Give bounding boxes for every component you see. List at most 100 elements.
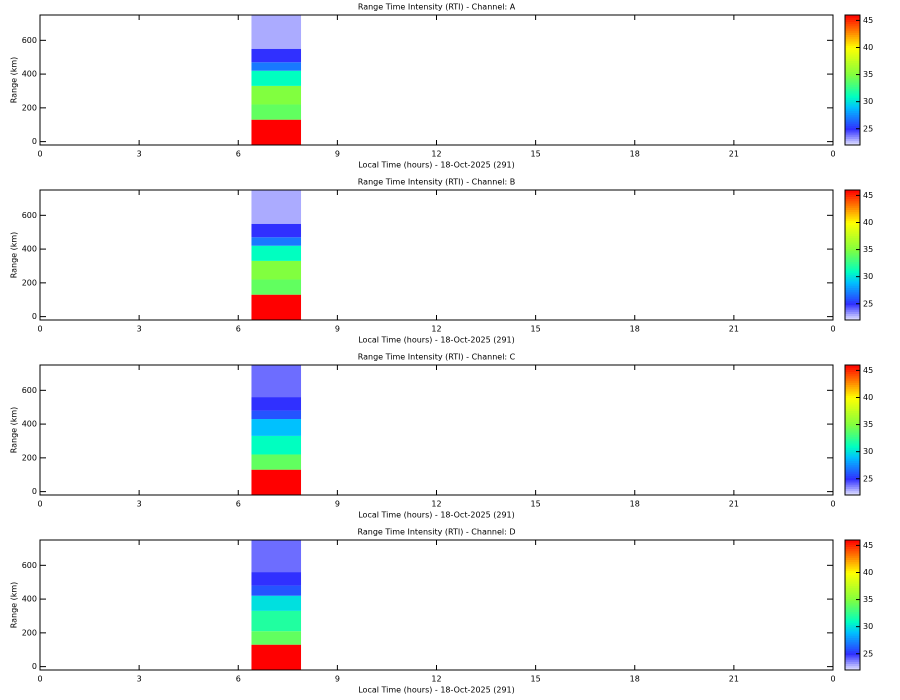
y-axis-label: Range (km) (10, 57, 19, 104)
colorbar-segment (845, 384, 860, 388)
colorbar-segment (845, 121, 860, 124)
colorbar-segment (845, 285, 860, 288)
colorbar-segment (845, 313, 860, 317)
colorbar-segment (845, 406, 860, 409)
colorbar-segment (845, 624, 860, 628)
colorbar-segment (845, 274, 860, 278)
colorbar-segment (845, 45, 860, 48)
colorbar-segment (845, 276, 860, 280)
colorbar-segment (845, 583, 860, 586)
colorbar-segment (845, 296, 860, 299)
y-tick-label: 0 (32, 137, 37, 146)
colorbar-segment (845, 447, 860, 450)
y-tick-label: 600 (22, 36, 37, 45)
colorbar-segment (845, 69, 860, 72)
heatmap-cell (251, 104, 302, 120)
colorbar-segment (845, 462, 860, 466)
colorbar-tick-label: 35 (863, 245, 873, 254)
x-tick-label: 18 (630, 500, 640, 509)
x-tick-label: 15 (531, 325, 541, 334)
colorbar-segment (845, 30, 860, 33)
colorbar-segment (845, 652, 860, 656)
chart-title: Range Time Intensity (RTI) - Channel: D (357, 528, 515, 537)
colorbar-segment (845, 460, 860, 463)
colorbar-segment (845, 421, 860, 424)
colorbar-segment (845, 453, 860, 457)
x-tick-label: 3 (137, 500, 142, 509)
colorbar-segment (845, 544, 860, 547)
colorbar-segment (845, 555, 860, 558)
colorbar-segment (845, 244, 860, 247)
colorbar-segment (845, 95, 860, 98)
colorbar-segment (845, 615, 860, 619)
colorbar-segment (845, 440, 860, 444)
colorbar-segment (845, 220, 860, 223)
colorbar-segment (845, 307, 860, 310)
colorbar-segment (845, 86, 860, 90)
heatmap-cell (251, 365, 302, 398)
heatmap-cell (251, 15, 302, 49)
colorbar-segment (845, 278, 860, 282)
colorbar-tick-label: 40 (863, 393, 873, 402)
x-tick-label: 12 (431, 675, 441, 684)
colorbar-tick-label: 40 (863, 568, 873, 577)
colorbar-segment (845, 466, 860, 470)
heatmap-cell (251, 572, 302, 586)
heatmap-cell (251, 644, 302, 670)
colorbar-tick-label: 25 (863, 124, 873, 133)
colorbar-segment (845, 570, 860, 573)
colorbar-segment (845, 224, 860, 228)
colorbar-segment (845, 28, 860, 31)
heatmap-cell (251, 419, 302, 436)
x-tick-label: 3 (137, 675, 142, 684)
colorbar-segment (845, 581, 860, 584)
colorbar-segment (845, 90, 860, 94)
colorbar-segment (845, 637, 860, 641)
colorbar-segment (845, 432, 860, 435)
colorbar-segment (845, 21, 860, 25)
colorbar-segment (845, 404, 860, 407)
colorbar-segment (845, 438, 860, 442)
colorbar-segment (845, 259, 860, 262)
colorbar-segment (845, 574, 860, 578)
colorbar-segment (845, 559, 860, 563)
colorbar-segment (845, 579, 860, 582)
colorbar-segment (845, 112, 860, 116)
colorbar-segment (845, 19, 860, 22)
colorbar-segment (845, 436, 860, 440)
colorbar-segment (845, 203, 860, 206)
x-tick-label: 0 (37, 675, 42, 684)
colorbar-segment (845, 261, 860, 265)
colorbar-segment (845, 246, 860, 249)
colorbar-segment (845, 298, 860, 301)
colorbar-segment (845, 430, 860, 433)
colorbar-segment (845, 451, 860, 455)
colorbar-segment (845, 216, 860, 219)
colorbar-segment (845, 611, 860, 615)
colorbar-segment (845, 469, 860, 472)
colorbar-segment (845, 317, 860, 321)
colorbar-frame (844, 14, 861, 146)
colorbar-segment (845, 397, 860, 401)
colorbar-segment (845, 566, 860, 569)
colorbar-segment (845, 412, 860, 416)
colorbar-segment (845, 618, 860, 621)
colorbar-segment (845, 252, 860, 256)
colorbar-segment (845, 99, 860, 103)
x-tick-label: 12 (431, 500, 441, 509)
x-tick-label: 0 (830, 325, 835, 334)
colorbar-segment (845, 395, 860, 398)
heatmap-cell (251, 397, 302, 411)
colorbar-segment (845, 73, 860, 77)
colorbar-segment (845, 36, 860, 40)
x-tick-label: 21 (729, 325, 739, 334)
colorbar-segment (845, 408, 860, 411)
colorbar-tick-label: 30 (863, 622, 873, 631)
colorbar-segment (845, 294, 860, 297)
colorbar-segment (845, 548, 860, 552)
colorbar-segment (845, 620, 860, 623)
colorbar-segment (845, 71, 860, 74)
x-tick-label: 0 (830, 675, 835, 684)
y-tick-label: 600 (22, 386, 37, 395)
y-tick-label: 200 (22, 628, 37, 637)
